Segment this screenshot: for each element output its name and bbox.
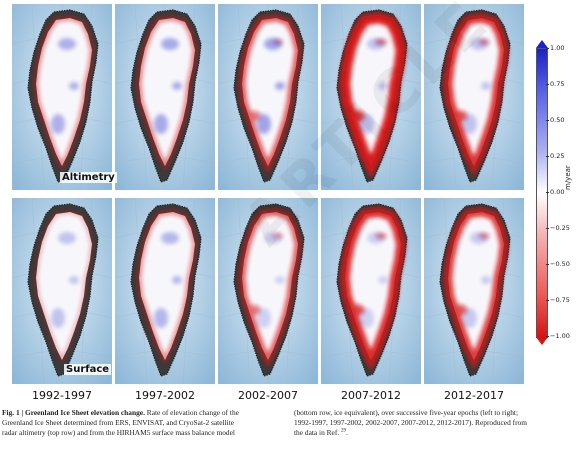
colorbar-tick: 0.75: [545, 80, 565, 88]
caption-line: Fig. 1 | Greenland Ice Sheet elevation c…: [2, 408, 285, 418]
colorbar-tick: −0.25: [546, 224, 570, 232]
colorbar: 1.00 0.75 0.50 0.25 0.00 −0.25 −0.50 −0.…: [528, 40, 580, 350]
thickening-shading: [257, 38, 285, 134]
thickening-shading: [360, 232, 388, 328]
caption-line: the data in Ref. 29.: [294, 428, 577, 438]
colorbar-tick: 1.00: [545, 44, 565, 52]
thickening-shading: [154, 38, 182, 134]
colorbar-tick: −0.75: [546, 296, 570, 304]
greenland-map-panel: [424, 4, 524, 190]
thickening-shading: [360, 38, 388, 134]
caption-text: Rate of elevation change of the: [144, 408, 239, 417]
greenland-map-panel: [115, 198, 215, 384]
thickening-shading: [463, 38, 491, 134]
figure-caption: Fig. 1 | Greenland Ice Sheet elevation c…: [2, 408, 578, 452]
colorbar-arrow-down: [536, 337, 548, 345]
colorbar-arrow-up: [536, 40, 548, 48]
thinning-shading: [136, 209, 198, 366]
caption-right-column: (bottom row, ice equivalent), over succe…: [294, 408, 577, 438]
ice-sheet: [36, 212, 92, 360]
caption-text: the data in Ref.: [294, 428, 341, 437]
caption-line: Greenland Ice Sheet determined from ERS,…: [2, 418, 234, 427]
epoch-label: 2007-2012: [341, 389, 401, 402]
greenland-map-panel: [218, 198, 318, 384]
epoch-label: 2012-2017: [444, 389, 504, 402]
greenland-map-panel: [321, 4, 421, 190]
ice-sheet: [36, 18, 92, 166]
caption-text: .: [346, 428, 348, 437]
colorbar-tick: −1.00: [546, 332, 570, 340]
colorbar-tick: −0.50: [546, 260, 570, 268]
caption-left-column: Fig. 1 | Greenland Ice Sheet elevation c…: [2, 408, 285, 438]
colorbar-tick: 0.00: [545, 188, 565, 196]
colorbar-tick: 0.25: [545, 152, 565, 160]
caption-reference: 29: [341, 428, 346, 434]
thinning-shading: [136, 15, 198, 172]
greenland-map-panel: [321, 198, 421, 384]
thinning-shading: [33, 15, 95, 172]
colorbar-unit: m/year: [564, 165, 572, 190]
epoch-label: 1992-1997: [32, 389, 92, 402]
greenland-map-panel: [424, 198, 524, 384]
greenland-map-panel: [12, 198, 112, 384]
row-label-surface: Surface: [64, 364, 112, 375]
ice-sheet: [139, 212, 195, 360]
thickening-shading: [463, 232, 491, 328]
thickening-shading: [51, 232, 79, 328]
epoch-label: 2002-2007: [238, 389, 298, 402]
greenland-map-panel: [218, 4, 318, 190]
ice-sheet: [139, 18, 195, 166]
epoch-label: 1997-2002: [135, 389, 195, 402]
thickening-shading: [51, 38, 79, 134]
caption-line: 1992-1997, 1997-2002, 2002-2007, 2007-20…: [294, 418, 527, 427]
caption-figure-label: Fig. 1 | Greenland Ice Sheet elevation c…: [2, 408, 145, 417]
greenland-map-panel: [12, 4, 112, 190]
thinning-shading: [34, 210, 94, 364]
thickening-shading: [154, 232, 182, 328]
greenland-map-panel: [115, 4, 215, 190]
colorbar-gradient: [536, 48, 548, 338]
thickening-shading: [257, 232, 285, 328]
colorbar-tick: 0.50: [545, 116, 565, 124]
caption-line: radar altimetry (top row) and from the H…: [2, 428, 235, 437]
caption-line: (bottom row, ice equivalent), over succe…: [294, 408, 519, 417]
row-label-altimetry: Altimetry: [60, 172, 117, 183]
